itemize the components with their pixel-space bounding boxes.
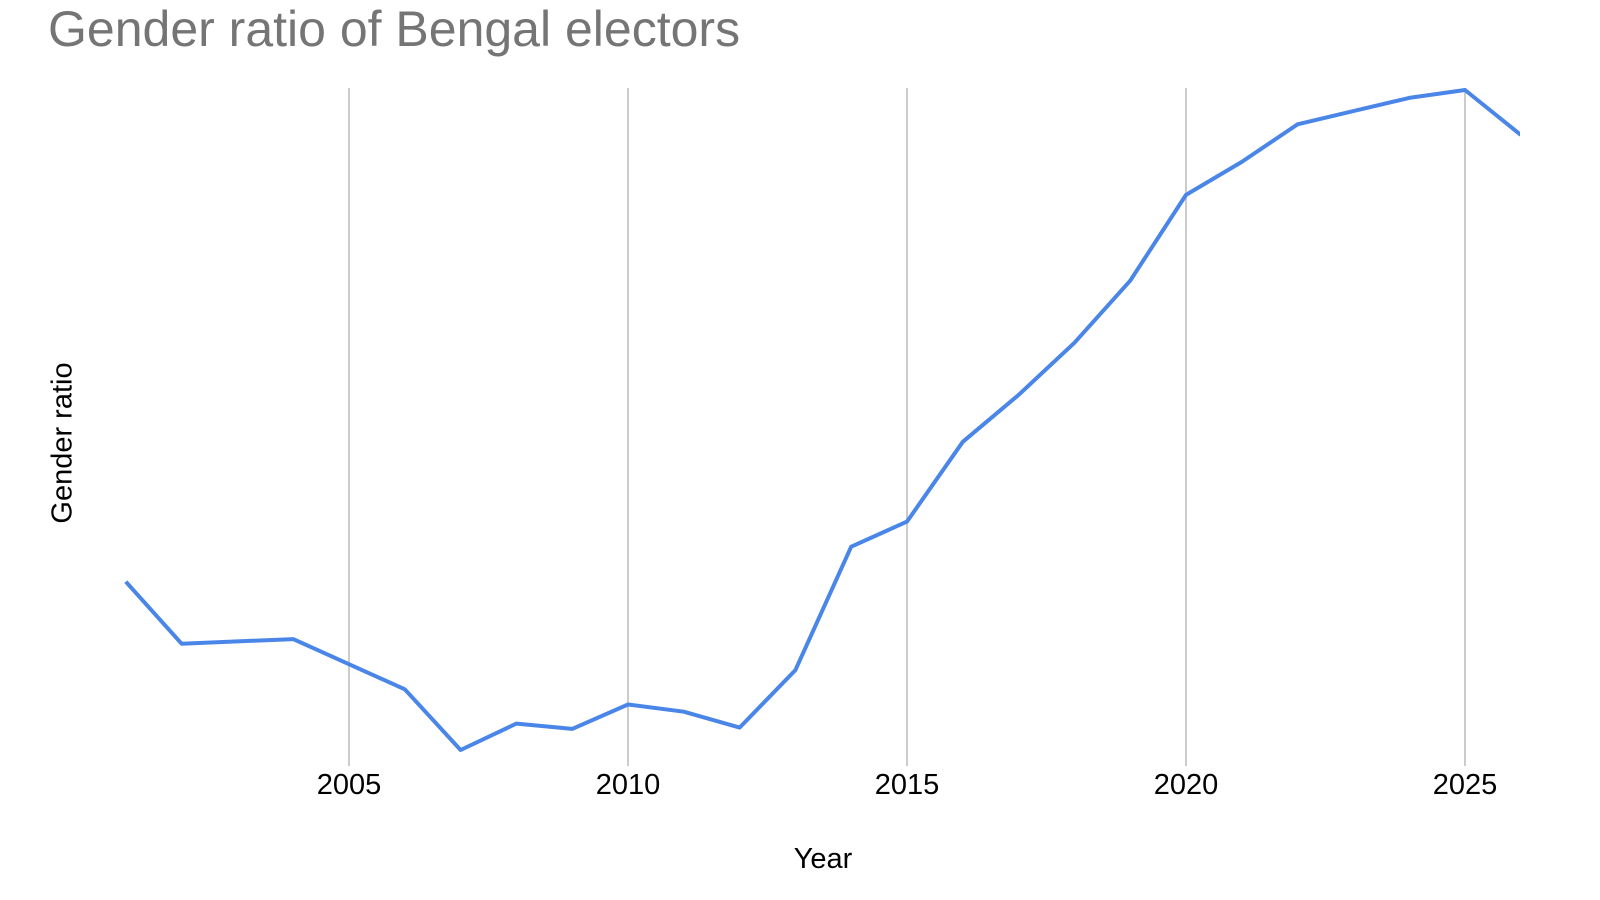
chart-title: Gender ratio of Bengal electors [48, 1, 741, 57]
x-tick-label: 2025 [1433, 769, 1498, 801]
x-axis-label: Year [793, 843, 853, 875]
x-axis-ticks: 2005 2010 2015 2020 2025 [317, 769, 1498, 801]
vertical-gridlines [348, 88, 1466, 766]
x-tick-label: 2015 [875, 769, 940, 801]
x-tick-label: 2020 [1154, 769, 1219, 801]
x-tick-label: 2005 [317, 769, 382, 801]
gender-ratio-line [124, 88, 1520, 752]
x-tick-label: 2010 [596, 769, 661, 801]
